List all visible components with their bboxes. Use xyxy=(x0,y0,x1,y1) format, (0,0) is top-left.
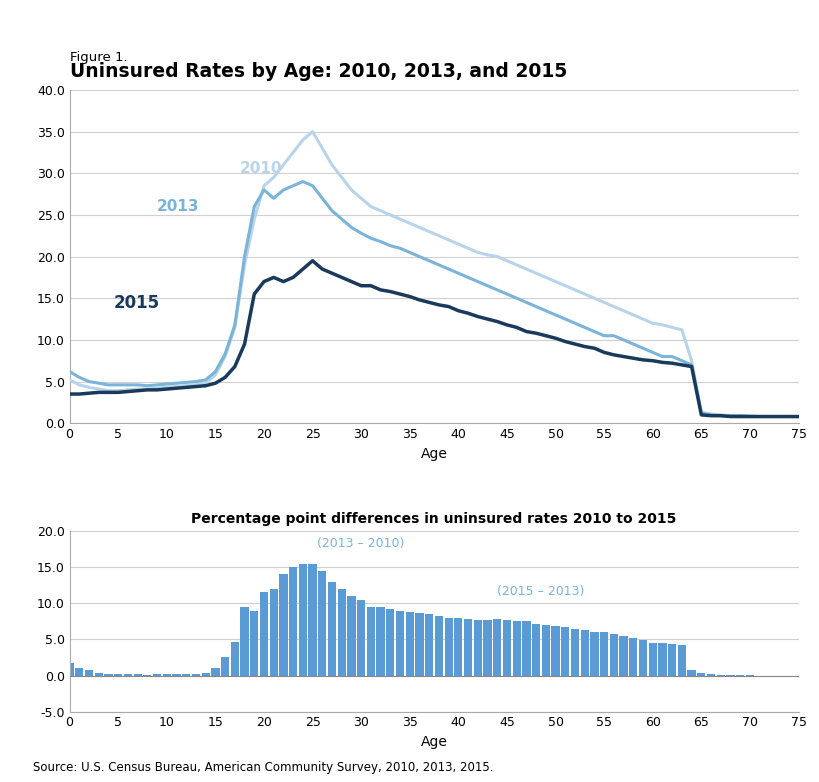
Bar xyxy=(211,669,219,676)
Bar xyxy=(551,626,559,676)
X-axis label: Age: Age xyxy=(421,447,447,461)
Bar xyxy=(473,620,482,676)
Bar xyxy=(347,596,355,676)
Bar xyxy=(639,640,647,676)
Bar xyxy=(104,674,113,676)
Text: Uninsured Rates by Age: 2010, 2013, and 2015: Uninsured Rates by Age: 2010, 2013, and … xyxy=(70,62,567,81)
Bar xyxy=(377,607,385,676)
Bar xyxy=(328,582,336,676)
Bar xyxy=(309,564,317,676)
Bar xyxy=(241,607,249,676)
Bar xyxy=(279,575,287,676)
Bar xyxy=(503,620,511,676)
Bar xyxy=(289,567,297,676)
Bar xyxy=(337,589,346,676)
Bar xyxy=(619,636,627,676)
Bar xyxy=(405,612,414,676)
Bar xyxy=(649,643,657,676)
Bar xyxy=(532,623,541,676)
Bar xyxy=(75,668,84,676)
Bar xyxy=(435,615,443,676)
Text: (2013 – 2010): (2013 – 2010) xyxy=(318,537,405,550)
Bar xyxy=(396,611,405,676)
Bar xyxy=(221,658,229,676)
Text: Source: U.S. Census Bureau, American Community Survey, 2010, 2013, 2015.: Source: U.S. Census Bureau, American Com… xyxy=(33,761,493,774)
Bar xyxy=(513,622,521,676)
Text: 2010: 2010 xyxy=(240,161,283,176)
Bar xyxy=(124,674,132,676)
X-axis label: Age: Age xyxy=(421,735,447,749)
Bar xyxy=(464,619,473,676)
Bar xyxy=(668,644,676,676)
Bar xyxy=(318,571,327,676)
Bar xyxy=(269,589,278,676)
Bar xyxy=(678,645,686,676)
Bar xyxy=(231,641,239,676)
Bar xyxy=(483,620,491,676)
Bar xyxy=(600,632,609,676)
Bar xyxy=(658,643,667,676)
Text: 2015: 2015 xyxy=(113,294,160,312)
Text: (2015 – 2013): (2015 – 2013) xyxy=(497,585,585,597)
Bar xyxy=(581,630,589,676)
Bar xyxy=(114,674,122,676)
Bar xyxy=(687,670,696,676)
Bar xyxy=(561,627,569,676)
Bar xyxy=(493,619,501,676)
Text: 2013: 2013 xyxy=(157,199,200,213)
Text: Figure 1.: Figure 1. xyxy=(70,51,127,64)
Bar xyxy=(299,564,307,676)
Bar xyxy=(163,674,171,676)
Bar xyxy=(85,670,93,676)
Bar xyxy=(590,632,599,676)
Bar xyxy=(357,600,365,676)
Bar xyxy=(133,674,142,676)
Title: Percentage point differences in uninsured rates 2010 to 2015: Percentage point differences in uninsure… xyxy=(192,511,676,526)
Bar xyxy=(571,629,579,676)
Bar xyxy=(697,673,705,676)
Bar xyxy=(172,674,181,676)
Bar xyxy=(201,673,210,676)
Bar xyxy=(367,607,375,676)
Bar xyxy=(629,638,637,676)
Bar xyxy=(95,673,103,676)
Bar xyxy=(415,612,423,676)
Bar xyxy=(387,609,395,676)
Bar xyxy=(541,625,550,676)
Bar xyxy=(425,614,433,676)
Bar xyxy=(523,622,531,676)
Bar xyxy=(192,674,200,676)
Bar xyxy=(182,674,190,676)
Bar xyxy=(260,593,268,676)
Bar xyxy=(455,618,463,676)
Bar xyxy=(66,663,74,676)
Bar xyxy=(445,618,453,676)
Bar xyxy=(609,633,618,676)
Bar xyxy=(707,674,715,676)
Bar xyxy=(153,674,161,676)
Bar xyxy=(250,611,259,676)
